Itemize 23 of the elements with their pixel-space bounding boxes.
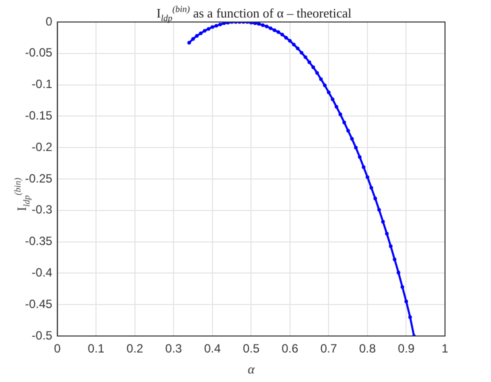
- x-tick-label: 0.6: [282, 342, 299, 356]
- y-tick-label: -0.35: [24, 234, 53, 248]
- x-tick-label: 0.5: [242, 342, 260, 356]
- x-tick-label: 0.8: [359, 342, 376, 356]
- y-tick-label: -0.45: [24, 296, 53, 311]
- x-tick-label: 0.4: [204, 342, 222, 356]
- y-tick-label: -0.5: [32, 328, 53, 342]
- y-tick-label: 0: [46, 14, 53, 28]
- x-axis-title: α: [248, 362, 256, 377]
- x-tick-label: 1: [442, 342, 449, 356]
- y-tick-label: -0.05: [24, 46, 53, 60]
- y-tick-label: -0.2: [32, 140, 53, 154]
- x-tick-label: 0.2: [126, 342, 144, 356]
- y-tick-label: -0.4: [32, 266, 53, 280]
- x-tick-label: 0.9: [398, 342, 415, 356]
- x-tick-label: 0.7: [320, 342, 338, 356]
- x-tick-label: 0.1: [88, 342, 105, 356]
- y-tick-label: -0.25: [24, 171, 53, 186]
- y-tick-label: -0.15: [24, 108, 53, 123]
- x-tick-label: 0.3: [165, 342, 182, 356]
- chart-title: I$_{ldp}$$^{(bin)}$ as a function of α – theoretical: [155, 4, 353, 23]
- y-tick-label: -0.1: [32, 77, 53, 92]
- y-tick-label: -0.3: [32, 202, 53, 217]
